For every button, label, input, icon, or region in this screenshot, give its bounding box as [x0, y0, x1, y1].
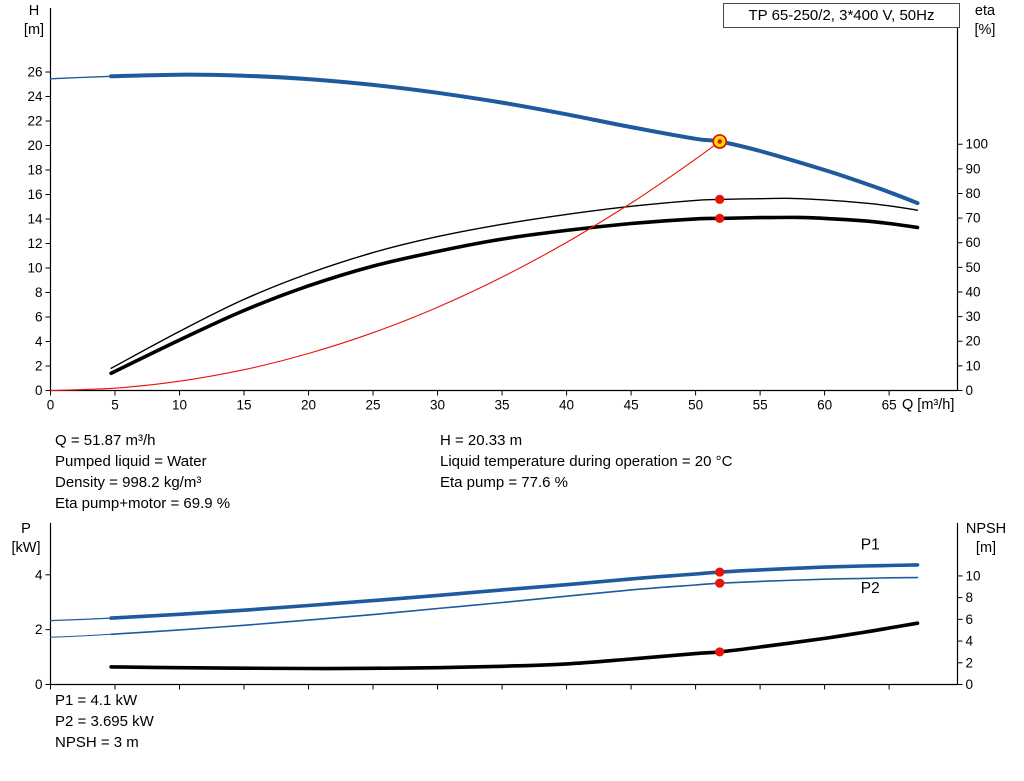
- left-tick-label: 0: [35, 383, 43, 398]
- left-tick-label: 10: [27, 261, 42, 276]
- left-tick-label: 24: [27, 89, 43, 104]
- left-tick-label: 16: [27, 187, 42, 202]
- right-tick-label: 8: [966, 590, 974, 605]
- npsh-curve: [109, 621, 920, 671]
- head-axis-symbol: H: [28, 3, 40, 19]
- left-tick-label: 14: [27, 212, 43, 227]
- x-tick-label: 10: [172, 398, 187, 413]
- info-pumped-liquid: Pumped liquid = Water: [55, 453, 207, 470]
- x-tick-label: 45: [624, 398, 639, 413]
- x-tick-label: 20: [301, 398, 316, 413]
- duty-point-marker-center: [717, 139, 723, 144]
- x-tick-label: 35: [495, 398, 510, 413]
- eta-pump-point: [715, 194, 725, 205]
- right-tick-label: 40: [966, 284, 981, 299]
- flow-axis-label: Q [m³/h]: [902, 397, 955, 413]
- head-axis-unit: [m]: [23, 22, 45, 38]
- head-curve-low-flow: [49, 75, 112, 80]
- right-tick-label: 2: [966, 655, 974, 670]
- left-tick-label: 6: [35, 310, 43, 325]
- right-tick-label: 10: [966, 358, 981, 373]
- result-npsh: NPSH = 3 m: [55, 734, 139, 751]
- p1-curve: [109, 563, 920, 620]
- eta-axis-unit: [%]: [974, 22, 996, 38]
- left-tick-label: 20: [27, 138, 42, 153]
- x-tick-label: 15: [237, 398, 252, 413]
- x-tick-label: 30: [430, 398, 445, 413]
- right-tick-label: 4: [966, 634, 974, 649]
- right-tick-label: 80: [966, 186, 981, 201]
- npsh-axis-unit: [m]: [975, 540, 997, 556]
- right-tick-label: 60: [966, 235, 981, 250]
- eta-axis-symbol: eta: [974, 3, 996, 19]
- left-tick-label: 18: [27, 163, 42, 178]
- left-tick-label: 4: [35, 567, 43, 582]
- right-tick-label: 30: [966, 309, 981, 324]
- npsh-axis-label: NPSH [m]: [960, 520, 1012, 558]
- right-tick-label: 0: [966, 677, 974, 692]
- right-tick-label: 70: [966, 211, 981, 226]
- eta-pump-motor-point: [715, 213, 725, 223]
- x-tick-label: 60: [817, 398, 832, 413]
- left-tick-label: 8: [35, 285, 43, 300]
- x-tick-label: 0: [47, 398, 55, 413]
- left-tick-label: 2: [35, 622, 43, 637]
- left-tick-label: 12: [27, 236, 42, 251]
- power-result-block: P1 = 4.1 kW P2 = 3.695 kW NPSH = 3 m: [55, 690, 154, 753]
- x-tick-label: 55: [753, 398, 768, 413]
- efficiency-pump-curve: [110, 197, 919, 369]
- right-tick-label: 0: [966, 383, 974, 398]
- right-tick-label: 50: [966, 260, 981, 275]
- power-axis-unit: [kW]: [11, 540, 41, 556]
- result-p2: P2 = 3.695 kW: [55, 713, 154, 730]
- right-tick-label: 20: [966, 334, 981, 349]
- p1-curve-label: P1: [861, 536, 880, 553]
- system-curve: [49, 140, 721, 392]
- right-tick-label: 10: [966, 568, 981, 583]
- right-tick-label: 90: [966, 161, 981, 176]
- left-tick-label: 26: [27, 65, 42, 80]
- power-axis-symbol: P: [21, 521, 31, 537]
- x-tick-label: 5: [111, 398, 119, 413]
- head-curve: [109, 72, 920, 206]
- efficiency-pump-motor-curve: [109, 215, 920, 376]
- p2-point: [715, 578, 725, 588]
- head-axis-label: H [m]: [17, 2, 51, 40]
- left-tick-label: 22: [27, 114, 42, 129]
- info-liquid-temperature: Liquid temperature during operation = 20…: [440, 453, 733, 470]
- right-tick-label: 6: [966, 612, 974, 627]
- p2-curve-label: P2: [861, 580, 880, 597]
- right-tick-label: 100: [966, 137, 989, 152]
- info-flow: Q = 51.87 m³/h: [55, 432, 156, 449]
- info-eta-pump-motor: Eta pump+motor = 69.9 %: [55, 495, 231, 512]
- npsh-axis-symbol: NPSH: [965, 521, 1007, 537]
- x-tick-label: 50: [688, 398, 703, 413]
- x-tick-label: 25: [366, 398, 381, 413]
- p2-curve: [110, 576, 919, 636]
- pump-title-box: TP 65-250/2, 3*400 V, 50Hz: [723, 3, 960, 28]
- info-density: Density = 998.2 kg/m³: [55, 474, 202, 491]
- left-tick-label: 2: [35, 359, 43, 374]
- power-axis-label: P [kW]: [8, 520, 44, 558]
- operating-point-info-right: H = 20.33 m Liquid temperature during op…: [440, 430, 732, 493]
- p1-curve-low-flow: [49, 617, 112, 622]
- info-eta-pump: Eta pump = 77.6 %: [440, 474, 568, 491]
- x-tick-label: 40: [559, 398, 574, 413]
- p1-point: [715, 567, 725, 577]
- pump-title: TP 65-250/2, 3*400 V, 50Hz: [748, 7, 935, 24]
- npsh-point: [715, 647, 725, 657]
- left-tick-label: 0: [35, 677, 43, 692]
- left-tick-label: 4: [35, 334, 43, 349]
- operating-point-info-left: Q = 51.87 m³/h Pumped liquid = Water Den…: [55, 430, 230, 514]
- info-head: H = 20.33 m: [440, 432, 523, 449]
- eta-axis-label: eta [%]: [966, 2, 1004, 40]
- x-tick-label: 65: [882, 398, 897, 413]
- result-p1: P1 = 4.1 kW: [55, 692, 138, 709]
- p2-curve-low-flow: [50, 633, 112, 638]
